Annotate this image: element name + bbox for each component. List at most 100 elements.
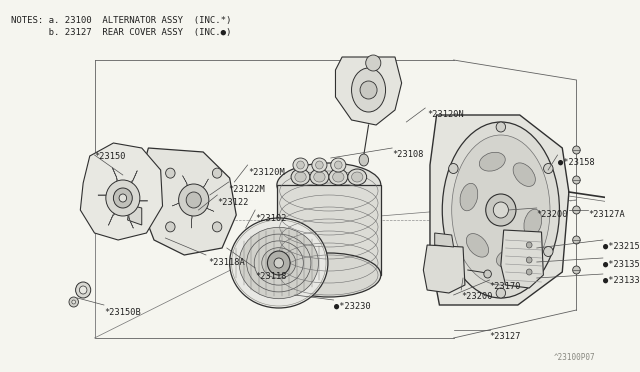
Text: *23108: *23108 (392, 150, 424, 159)
Circle shape (526, 242, 532, 248)
Ellipse shape (293, 158, 308, 172)
Text: *23120M: *23120M (248, 168, 285, 177)
Text: *23118A: *23118A (208, 258, 244, 267)
Ellipse shape (316, 161, 323, 169)
Circle shape (274, 258, 284, 268)
Circle shape (365, 55, 381, 71)
Circle shape (486, 194, 516, 226)
Ellipse shape (230, 218, 328, 308)
Circle shape (496, 122, 506, 132)
Polygon shape (98, 195, 116, 201)
Circle shape (72, 300, 76, 304)
Polygon shape (430, 115, 569, 305)
Polygon shape (277, 185, 381, 275)
Ellipse shape (467, 234, 488, 257)
Text: *23200: *23200 (537, 210, 568, 219)
Ellipse shape (246, 234, 311, 292)
Text: ●*23230: ●*23230 (333, 302, 371, 311)
Circle shape (212, 222, 222, 232)
Ellipse shape (329, 169, 348, 185)
Circle shape (212, 168, 222, 178)
Polygon shape (125, 171, 138, 191)
Polygon shape (108, 205, 121, 225)
Text: *23102: *23102 (255, 214, 287, 223)
Polygon shape (195, 179, 209, 196)
Circle shape (449, 164, 458, 173)
Polygon shape (125, 205, 133, 228)
Circle shape (449, 247, 458, 257)
Text: *23118: *23118 (255, 272, 287, 281)
Text: *23170: *23170 (490, 282, 521, 291)
Polygon shape (113, 168, 121, 191)
Circle shape (113, 188, 132, 208)
Text: *23127: *23127 (490, 332, 521, 341)
Circle shape (543, 247, 553, 257)
Circle shape (543, 164, 553, 173)
Circle shape (166, 222, 175, 232)
Ellipse shape (277, 253, 381, 297)
Text: *23122M: *23122M (228, 185, 266, 194)
Text: ●*23215: ●*23215 (603, 242, 639, 251)
Polygon shape (81, 143, 163, 240)
Circle shape (573, 206, 580, 214)
Circle shape (493, 202, 508, 218)
Ellipse shape (359, 154, 369, 166)
Circle shape (484, 270, 492, 278)
Ellipse shape (291, 169, 310, 185)
Ellipse shape (262, 248, 296, 278)
Text: b. 23127  REAR COVER ASSY  (INC.●): b. 23127 REAR COVER ASSY (INC.●) (12, 28, 232, 37)
Ellipse shape (479, 152, 505, 171)
Ellipse shape (310, 169, 329, 185)
Ellipse shape (348, 169, 367, 185)
Ellipse shape (351, 172, 363, 182)
Ellipse shape (333, 172, 344, 182)
Polygon shape (172, 199, 189, 206)
Text: *23122: *23122 (218, 198, 249, 207)
Circle shape (76, 282, 91, 298)
Ellipse shape (254, 241, 303, 285)
Text: ^23100P07: ^23100P07 (554, 353, 595, 362)
Circle shape (166, 168, 175, 178)
Circle shape (119, 194, 127, 202)
Ellipse shape (351, 68, 385, 112)
Circle shape (186, 192, 202, 208)
Ellipse shape (331, 158, 346, 172)
Text: *23150: *23150 (95, 152, 126, 161)
Circle shape (573, 236, 580, 244)
Ellipse shape (524, 209, 541, 237)
Polygon shape (130, 195, 148, 201)
Circle shape (496, 288, 506, 298)
Polygon shape (127, 205, 141, 225)
Polygon shape (424, 245, 465, 293)
Polygon shape (141, 148, 236, 255)
Ellipse shape (497, 249, 522, 268)
Ellipse shape (442, 122, 559, 298)
Polygon shape (198, 199, 214, 211)
Text: *23200: *23200 (461, 292, 493, 301)
Ellipse shape (268, 254, 289, 272)
Circle shape (526, 257, 532, 263)
Ellipse shape (295, 172, 306, 182)
Ellipse shape (297, 161, 304, 169)
Ellipse shape (239, 227, 319, 299)
Ellipse shape (452, 135, 550, 285)
Text: ●*23133: ●*23133 (603, 276, 639, 285)
Polygon shape (335, 57, 402, 125)
Polygon shape (435, 233, 454, 247)
Circle shape (573, 176, 580, 184)
Circle shape (79, 286, 87, 294)
Circle shape (573, 266, 580, 274)
Polygon shape (191, 206, 196, 228)
Circle shape (360, 81, 377, 99)
Text: *23127A: *23127A (588, 210, 625, 219)
Text: ●*23158: ●*23158 (557, 158, 595, 167)
Circle shape (526, 269, 532, 275)
Ellipse shape (513, 163, 535, 186)
Ellipse shape (314, 172, 325, 182)
Circle shape (179, 184, 209, 216)
Circle shape (106, 180, 140, 216)
Text: NOTES: a. 23100  ALTERNATOR ASSY  (INC.*): NOTES: a. 23100 ALTERNATOR ASSY (INC.*) (12, 16, 232, 25)
Ellipse shape (312, 158, 327, 172)
Polygon shape (182, 176, 193, 196)
Ellipse shape (460, 183, 478, 211)
